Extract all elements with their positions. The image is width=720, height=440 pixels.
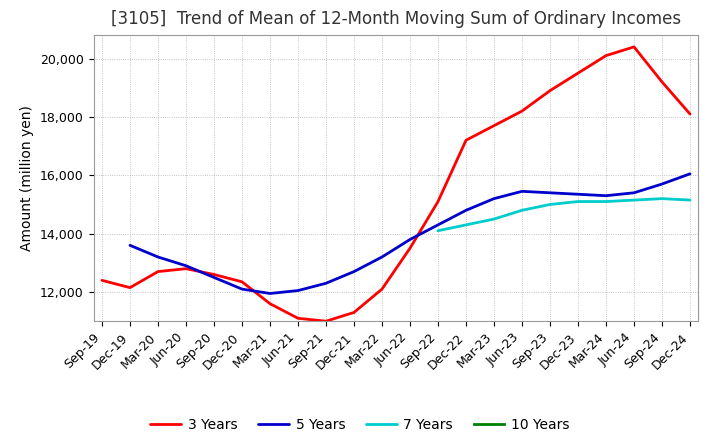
5 Years (378, 254, 387, 260)
3 Years (462, 138, 470, 143)
7 Years (518, 208, 526, 213)
5 Years (630, 190, 639, 195)
5 Years (574, 191, 582, 197)
7 Years (574, 199, 582, 204)
3 Years (490, 123, 498, 128)
3 Years (378, 286, 387, 292)
Line: 3 Years: 3 Years (102, 47, 690, 321)
5 Years (238, 286, 246, 292)
5 Years (210, 275, 218, 280)
3 Years (266, 301, 274, 306)
7 Years (602, 199, 611, 204)
7 Years (685, 198, 694, 203)
3 Years (294, 315, 302, 321)
5 Years (266, 291, 274, 296)
Line: 7 Years: 7 Years (438, 198, 690, 231)
5 Years (602, 193, 611, 198)
5 Years (350, 269, 359, 274)
3 Years (546, 88, 554, 93)
3 Years (350, 310, 359, 315)
7 Years (490, 216, 498, 222)
5 Years (294, 288, 302, 293)
5 Years (153, 254, 162, 260)
5 Years (462, 208, 470, 213)
3 Years (153, 269, 162, 274)
3 Years (602, 53, 611, 58)
5 Years (546, 190, 554, 195)
Line: 5 Years: 5 Years (130, 174, 690, 293)
3 Years (126, 285, 135, 290)
7 Years (546, 202, 554, 207)
5 Years (126, 243, 135, 248)
3 Years (322, 319, 330, 324)
3 Years (574, 70, 582, 76)
Y-axis label: Amount (million yen): Amount (million yen) (20, 105, 35, 251)
3 Years (630, 44, 639, 50)
3 Years (238, 279, 246, 284)
7 Years (630, 198, 639, 203)
3 Years (98, 278, 107, 283)
5 Years (657, 181, 666, 187)
5 Years (490, 196, 498, 201)
3 Years (181, 266, 190, 271)
7 Years (433, 228, 442, 233)
3 Years (405, 246, 414, 251)
3 Years (433, 199, 442, 204)
Legend: 3 Years, 5 Years, 7 Years, 10 Years: 3 Years, 5 Years, 7 Years, 10 Years (145, 412, 575, 437)
5 Years (181, 263, 190, 268)
5 Years (433, 222, 442, 227)
5 Years (405, 237, 414, 242)
3 Years (210, 272, 218, 277)
7 Years (462, 222, 470, 227)
Title: [3105]  Trend of Mean of 12-Month Moving Sum of Ordinary Incomes: [3105] Trend of Mean of 12-Month Moving … (111, 10, 681, 28)
7 Years (657, 196, 666, 201)
3 Years (685, 111, 694, 117)
5 Years (518, 189, 526, 194)
3 Years (657, 79, 666, 84)
3 Years (518, 108, 526, 114)
5 Years (685, 171, 694, 176)
5 Years (322, 281, 330, 286)
